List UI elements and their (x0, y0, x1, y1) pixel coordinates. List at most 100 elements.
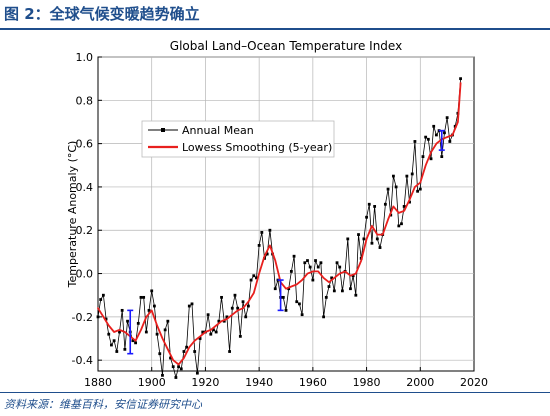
annual-mean-point (443, 131, 446, 135)
y-tick-label: 0.6 (76, 138, 94, 151)
annual-mean-point (383, 202, 387, 206)
annual-mean-point (306, 259, 309, 262)
annual-mean-point (400, 222, 403, 226)
annual-mean-point (120, 308, 124, 312)
legend-box (141, 120, 335, 158)
annual-mean-point (370, 241, 374, 245)
x-tick-label: 1980 (353, 376, 381, 389)
annual-mean-point (201, 330, 205, 334)
annual-mean-point (268, 228, 272, 232)
annual-mean-point (432, 124, 436, 128)
annual-mean-point (110, 343, 113, 347)
annual-mean-point (166, 319, 170, 323)
annual-mean-point (424, 135, 428, 139)
annual-mean-point (386, 187, 390, 191)
y-tick-label: 0.2 (76, 224, 94, 237)
annual-mean-point (410, 172, 414, 176)
annual-mean-point (101, 293, 105, 297)
annual-mean-point (174, 376, 178, 379)
annual-mean-point (316, 265, 320, 269)
annual-mean-point (123, 347, 127, 351)
annual-mean-point (144, 330, 148, 334)
annual-mean-point (198, 337, 202, 340)
annual-mean-point (392, 174, 395, 178)
y-tick-label: -0.4 (72, 354, 93, 367)
x-tick-label: 1960 (299, 376, 327, 389)
annual-mean-point (354, 293, 358, 297)
chart-title: Global Land–Ocean Temperature Index (170, 39, 402, 53)
annual-mean-point (435, 133, 438, 137)
annual-mean-point (330, 276, 334, 280)
annual-mean-point (346, 237, 350, 241)
annual-mean-point (429, 157, 433, 161)
annual-mean-point (177, 365, 180, 369)
annual-mean-point (362, 237, 366, 241)
annual-mean-point (378, 246, 382, 249)
annual-mean-point (394, 185, 398, 189)
annual-mean-point (236, 306, 240, 310)
annual-mean-point (440, 155, 444, 159)
annual-mean-point (260, 231, 264, 234)
x-tick-label: 1920 (191, 376, 219, 389)
annual-mean-point (153, 304, 156, 308)
y-tick-label: -0.2 (72, 311, 93, 324)
annual-mean-point (96, 315, 100, 319)
annual-mean-point (327, 285, 331, 288)
annual-mean-point (190, 302, 194, 306)
annual-mean-point (185, 345, 189, 349)
x-tick-label: 1900 (138, 376, 166, 389)
annual-mean-point (351, 274, 355, 278)
annual-mean-point (193, 350, 197, 353)
annual-mean-point (244, 315, 248, 319)
annual-mean-point (421, 155, 425, 159)
annual-mean-point (179, 367, 183, 371)
annual-mean-point (332, 289, 336, 293)
annual-mean-point (222, 319, 226, 323)
annual-mean-point (112, 339, 116, 343)
annual-mean-point (161, 373, 164, 377)
legend-smooth-label: Lowess Smoothing (5-year) (182, 141, 332, 154)
title-rule (0, 28, 550, 30)
source-note: 资料来源：维基百科，安信证券研究中心 (4, 398, 202, 411)
y-tick-label: 0.8 (76, 94, 94, 107)
annual-mean-point (134, 341, 137, 345)
annual-mean-point (397, 224, 401, 228)
annual-mean-point (238, 334, 242, 338)
annual-mean-point (338, 265, 342, 269)
annual-mean-point (217, 319, 221, 323)
annual-mean-point (115, 350, 119, 353)
annual-mean-point (367, 202, 371, 206)
annual-mean-point (255, 276, 258, 280)
annual-mean-point (126, 319, 129, 323)
x-tick-label: 1940 (245, 376, 273, 389)
legend-annual-marker (161, 128, 165, 132)
annual-mean-point (118, 330, 121, 334)
annual-mean-point (416, 189, 419, 193)
annual-mean-point (319, 261, 323, 265)
annual-mean-point (147, 308, 151, 312)
annual-mean-point (445, 116, 449, 120)
annual-mean-point (214, 330, 218, 334)
annual-mean-point (182, 350, 186, 353)
annual-mean-point (300, 313, 304, 317)
annual-mean-point (220, 295, 223, 299)
temperature-chart: 1880 1900 1920 1940 1960 1980 2000 2020 -0.4 -0.2… (66, 39, 488, 389)
legend: Annual Mean Lowess Smoothing (5-year) (141, 120, 335, 158)
annual-mean-point (284, 308, 288, 312)
annual-mean-point (298, 302, 301, 306)
annual-mean-point (289, 269, 293, 273)
annual-mean-point (375, 237, 379, 241)
annual-mean-point (107, 332, 111, 336)
annual-mean-point (139, 295, 143, 299)
x-tick-label: 2000 (406, 376, 434, 389)
annual-mean-point (171, 365, 175, 369)
annual-mean-point (408, 200, 411, 204)
annual-mean-point (426, 137, 430, 141)
annual-mean-point (233, 293, 237, 297)
x-tick-label: 2020 (460, 376, 488, 389)
annual-mean-point (209, 332, 213, 336)
annual-mean-point (225, 315, 229, 319)
source-rule (0, 392, 550, 393)
annual-mean-point (131, 339, 135, 343)
annual-mean-point (241, 300, 245, 304)
